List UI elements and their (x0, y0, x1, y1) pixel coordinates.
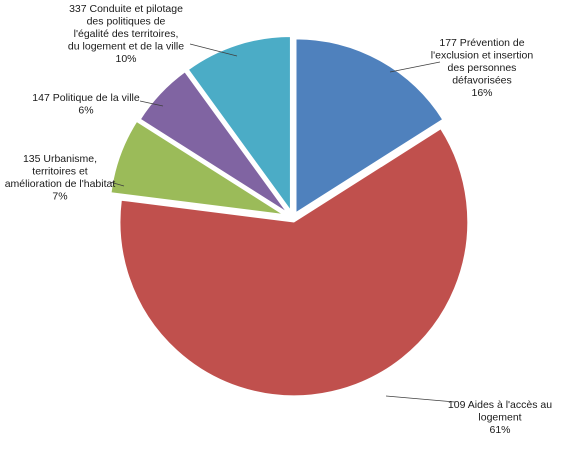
leader-lines (109, 43, 456, 403)
slice-name-line: l'exclusion et insertion (431, 50, 534, 62)
slice-name-line: des politiques de (87, 16, 166, 28)
slice-name-line: 109 Aides à l'accès au (448, 399, 552, 411)
pie-slice-5 (187, 35, 292, 213)
leader-line-4 (139, 100, 164, 107)
slice-name-line: l'égalité des territoires, (74, 28, 179, 40)
leader-line-3 (109, 181, 125, 187)
slice-percent: 61% (489, 424, 510, 436)
pie-slice-1 (295, 38, 444, 214)
slice-name-line: défavorisées (452, 75, 512, 87)
slice-name-line: amélioration de l'habitat (5, 178, 116, 190)
slice-label-4: 147 Politique de la ville 6% (32, 92, 140, 117)
slice-name-line: territoires et (32, 166, 88, 178)
leader-line-5 (189, 43, 238, 57)
slice-name-line: 135 Urbanisme, (23, 153, 97, 165)
slice-percent: 6% (78, 105, 93, 117)
slice-name-line: du logement et de la ville (68, 41, 184, 53)
slice-label-5: 337 Conduite et pilotage des politiques d… (68, 3, 184, 65)
slice-name-line: 337 Conduite et pilotage (69, 3, 183, 15)
pie-slices (110, 35, 469, 397)
slice-percent: 16% (471, 87, 492, 99)
slice-name-line: 147 Politique de la ville (32, 92, 140, 104)
slice-name-line: des personnes (448, 62, 517, 74)
slice-name-line: logement (478, 412, 521, 424)
slice-percent: 7% (52, 191, 67, 203)
slice-label-1: 177 Prévention de l'exclusion et insertio… (431, 37, 534, 99)
slice-name-line: 177 Prévention de (439, 37, 524, 49)
slice-label-2: 109 Aides à l'accès au logement 61% (448, 399, 552, 436)
pie-slice-4 (139, 70, 288, 214)
slice-percent: 10% (115, 53, 136, 65)
pie-slice-2 (119, 127, 469, 397)
leader-line-1 (389, 61, 441, 73)
leader-line-2 (385, 395, 456, 403)
slice-label-3: 135 Urbanisme, territoires et amélioration… (5, 153, 116, 203)
slice-labels: 177 Prévention de l'exclusion et insertio… (5, 3, 553, 436)
pie-slice-3 (110, 120, 284, 216)
